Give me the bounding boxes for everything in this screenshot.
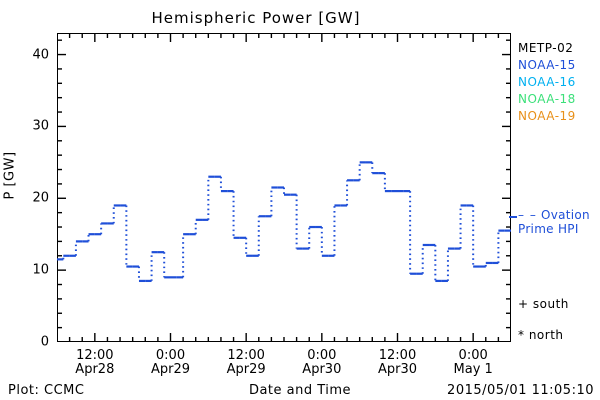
legend: METP-02 NOAA-15 NOAA-16 NOAA-18 NOAA-19 — [518, 40, 600, 125]
y-axis-label: P [GW] — [2, 151, 18, 200]
x-tick-date: Apr29 — [226, 362, 266, 377]
x-tick-label: 0:00 Apr29 — [151, 349, 190, 377]
x-tick-time: 12:00 — [76, 348, 114, 363]
legend-ovation-prime-hpi: – – Ovation Prime HPI — [518, 208, 600, 236]
x-axis-label: Date and Time — [248, 383, 352, 398]
plot-canvas — [57, 33, 511, 342]
x-tick-label: 12:00 Apr28 — [75, 349, 114, 377]
x-tick-label: 0:00 Apr30 — [302, 349, 341, 377]
legend-symbol-south-label: south — [532, 297, 569, 311]
y-tick-label: 20 — [32, 190, 49, 206]
x-tick-label: 12:00 Apr29 — [227, 349, 266, 377]
x-tick-time: 0:00 — [458, 348, 488, 363]
x-tick-label: 0:00 May 1 — [454, 349, 493, 377]
x-tick-date: Apr30 — [377, 362, 418, 377]
legend-symbol-north-label: north — [528, 328, 564, 342]
x-tick-date: May 1 — [453, 362, 493, 377]
legend-item-noaa-18[interactable]: NOAA-18 — [518, 92, 576, 106]
ovation-edge-tick — [509, 216, 517, 218]
legend-item-noaa-15[interactable]: NOAA-15 — [518, 58, 576, 72]
plus-icon: + — [518, 297, 529, 311]
y-tick-label: 10 — [32, 262, 49, 278]
data-series-noaa-15 — [57, 161, 511, 283]
ovation-dash-sample: – – — [518, 208, 537, 222]
x-axis-tick-labels: 12:00 Apr28 0:00 Apr29 12:00 Apr29 0:00 Apr30 12… — [0, 349, 600, 383]
x-axis-ticks — [57, 33, 511, 342]
y-tick-label: 40 — [32, 47, 49, 63]
timestamp-label: 2015/05/01 11:05:10 — [447, 383, 594, 398]
x-tick-label: 12:00 Apr30 — [378, 349, 417, 377]
y-axis-ticks — [57, 39, 511, 342]
legend-symbol-north: * north — [518, 328, 564, 342]
legend-item-noaa-19[interactable]: NOAA-19 — [518, 109, 576, 123]
plot-source-label: Plot: CCMC — [8, 383, 85, 398]
y-tick-label: 0 — [40, 334, 49, 350]
ovation-label-line2: Prime HPI — [518, 222, 579, 236]
asterisk-icon: * — [518, 328, 525, 342]
x-tick-time: 12:00 — [378, 348, 417, 363]
chart-title: Hemispheric Power [GW] — [151, 9, 361, 27]
x-tick-time: 12:00 — [227, 348, 265, 363]
x-tick-date: Apr29 — [150, 362, 191, 377]
legend-item-noaa-16[interactable]: NOAA-16 — [518, 75, 576, 89]
legend-symbol-south: + south — [518, 297, 569, 311]
x-tick-date: Apr30 — [302, 362, 342, 377]
y-tick-label: 30 — [32, 118, 49, 134]
x-tick-date: Apr28 — [75, 362, 115, 377]
x-tick-time: 0:00 — [307, 348, 337, 363]
x-tick-time: 0:00 — [155, 348, 186, 363]
ovation-label-line1: Ovation — [540, 208, 590, 222]
legend-item-metp-02[interactable]: METP-02 — [518, 41, 574, 55]
